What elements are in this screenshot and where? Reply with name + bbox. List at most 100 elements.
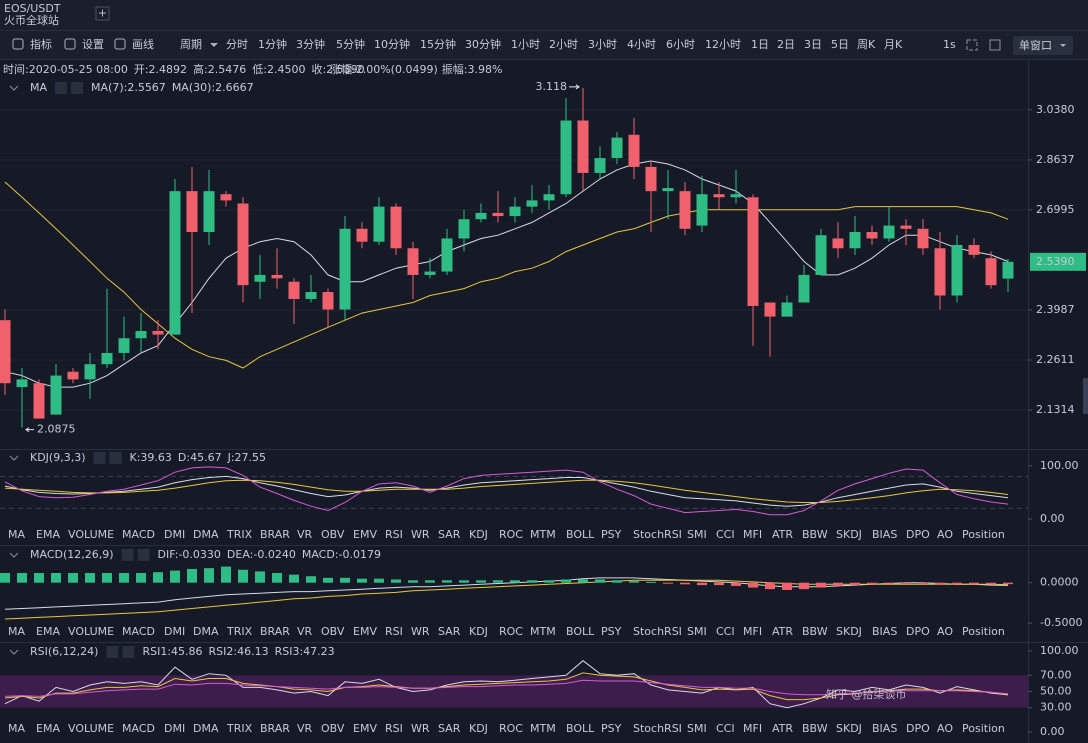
indicator-option[interactable]: KDJ [469,528,488,541]
collapse-chevron[interactable] [9,552,19,558]
indicator-option[interactable]: VOLUME [68,528,114,541]
period-option[interactable]: 分时 [226,38,248,51]
period-option[interactable]: 12小时 [705,38,741,51]
indicator-option[interactable]: MA [8,528,25,541]
settings-icon[interactable] [989,39,1001,51]
indicator-option[interactable]: EMV [353,625,377,638]
indicator-option[interactable]: BRAR [260,528,290,541]
indicator-option[interactable]: MA [8,625,25,638]
indicator-settings[interactable] [55,82,68,94]
indicator-option[interactable]: Position [962,722,1005,735]
indicator-settings[interactable] [93,452,106,464]
indicator-option[interactable]: WR [411,625,430,638]
period-option[interactable]: 周K [857,38,876,51]
period-option[interactable]: 6小时 [666,38,695,51]
indicator-option[interactable]: SMI [687,528,707,541]
fullscreen-icon[interactable] [966,39,978,51]
period-option[interactable]: 3日 [804,38,822,51]
tool-button[interactable]: 指标 [30,37,52,51]
indicator-option[interactable]: SKDJ [836,722,862,735]
indicator-option[interactable]: PSY [601,528,622,541]
indicator-option[interactable]: SKDJ [836,528,862,541]
indicator-option[interactable]: BOLL [566,625,595,638]
indicator-option[interactable]: VOLUME [68,625,114,638]
indicator-option[interactable]: SKDJ [836,625,862,638]
indicator-option[interactable]: SMI [687,625,707,638]
indicator-option[interactable]: BRAR [260,625,290,638]
window-select[interactable] [1013,36,1073,55]
indicator-option[interactable]: MFI [743,625,762,638]
indicator-option[interactable]: MTM [530,722,556,735]
indicator-name[interactable]: KDJ(9,3,3) [30,451,86,464]
indicator-option[interactable]: ROC [499,625,523,638]
indicator-option[interactable]: AO [937,722,953,735]
indicator-option[interactable]: MTM [530,528,556,541]
indicator-option[interactable]: Position [962,625,1005,638]
indicator-option[interactable]: DMA [193,625,219,638]
indicator-close[interactable] [71,82,84,94]
indicator-option[interactable]: BBW [802,528,828,541]
indicator-option[interactable]: DPO [906,528,930,541]
indicator-option[interactable]: SAR [438,722,461,735]
indicator-option[interactable]: EMA [36,722,60,735]
indicator-option[interactable]: PSY [601,625,622,638]
indicator-option[interactable]: ATR [772,528,793,541]
indicator-option[interactable]: EMA [36,625,60,638]
indicator-name[interactable]: RSI(6,12,24) [30,645,98,658]
speed-toggle[interactable]: 1s [943,38,956,51]
indicator-option[interactable]: BIAS [872,722,897,735]
indicator-option[interactable]: EMV [353,722,377,735]
period-option[interactable]: 1小时 [511,38,540,51]
indicator-option[interactable]: OBV [321,625,345,638]
tool-button[interactable]: 设置 [82,38,104,51]
indicator-option[interactable]: StochRSI [633,528,682,541]
indicator-option[interactable]: SAR [438,625,461,638]
indicator-name[interactable]: MA [30,81,47,94]
indicator-option[interactable]: ATR [772,722,793,735]
indicator-option[interactable]: VR [297,528,313,541]
indicator-option[interactable]: BOLL [566,722,595,735]
indicator-option[interactable]: RSI [385,528,403,541]
side-handle[interactable] [1083,378,1088,414]
period-option[interactable]: 2日 [777,38,795,51]
indicator-option[interactable]: ATR [772,625,793,638]
indicator-option[interactable]: AO [937,528,953,541]
indicator-option[interactable]: DMA [193,528,219,541]
indicator-option[interactable]: StochRSI [633,722,682,735]
indicator-option[interactable]: DMI [164,625,185,638]
indicator-option[interactable]: VR [297,625,313,638]
indicator-option[interactable]: WR [411,722,430,735]
indicator-option[interactable]: VR [297,722,313,735]
indicator-option[interactable]: TRIX [226,528,253,541]
collapse-chevron[interactable] [9,455,19,461]
indicator-option[interactable]: PSY [601,722,622,735]
indicator-option[interactable]: BBW [802,625,828,638]
indicator-option[interactable]: MFI [743,722,762,735]
period-option[interactable]: 月K [884,38,903,51]
window-select-label[interactable]: 单窗口 [1019,38,1052,52]
indicator-option[interactable]: TRIX [226,722,253,735]
indicator-option[interactable]: DMI [164,722,185,735]
indicator-option[interactable]: DMI [164,528,185,541]
indicator-option[interactable]: CCI [716,528,735,541]
period-option[interactable]: 3分钟 [296,37,325,51]
indicator-option[interactable]: OBV [321,528,345,541]
indicator-option[interactable]: CCI [716,625,735,638]
indicator-option[interactable]: MTM [530,625,556,638]
indicator-option[interactable]: CCI [716,722,735,735]
indicator-option[interactable]: DMA [193,722,219,735]
indicator-close[interactable] [109,452,122,464]
indicator-option[interactable]: OBV [321,722,345,735]
period-option[interactable]: 15分钟 [420,37,456,51]
indicator-name[interactable]: MACD(12,26,9) [30,548,114,561]
tool-button[interactable]: 画线 [132,37,154,51]
indicator-option[interactable]: DPO [906,625,930,638]
indicator-option[interactable]: SMI [687,722,707,735]
indicator-option[interactable]: WR [411,528,430,541]
indicator-option[interactable]: StochRSI [633,625,682,638]
period-option[interactable]: 1分钟 [258,37,287,51]
period-option[interactable]: 4小时 [627,38,656,51]
indicator-option[interactable]: KDJ [469,625,488,638]
period-option[interactable]: 3小时 [588,38,617,51]
indicator-option[interactable]: BIAS [872,625,897,638]
